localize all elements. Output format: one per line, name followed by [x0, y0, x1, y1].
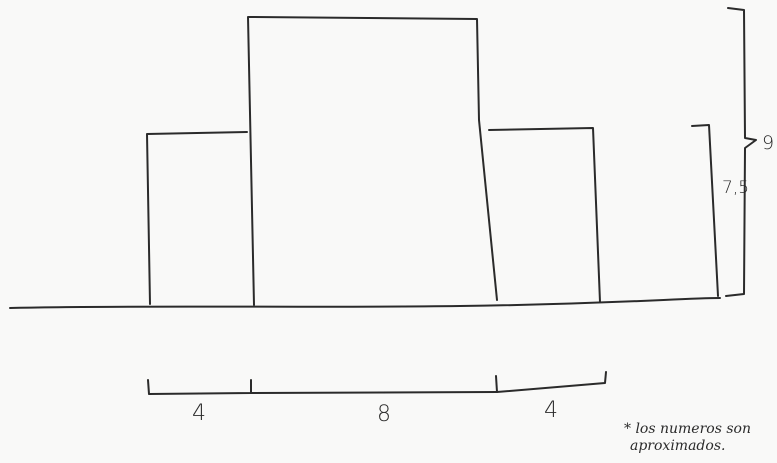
width-bracket-center: [250, 391, 498, 394]
approximation-note: * los numeros son aproximados.: [624, 421, 751, 455]
right-block: [488, 127, 601, 303]
baseline: [9, 297, 721, 309]
center-width-label: 8: [377, 402, 391, 427]
tall-height-label: 9: [762, 132, 775, 154]
width-bracket-left: [147, 379, 252, 395]
tall-height-bracket: [725, 7, 757, 297]
left-width-label: 4: [192, 401, 206, 426]
short-height-label: 7,5: [722, 178, 750, 198]
note-line-1: * los numeros son: [624, 421, 751, 437]
left-block: [146, 131, 248, 305]
short-height-bracket: [691, 124, 719, 297]
right-width-label: 4: [544, 398, 558, 423]
center-block: [247, 16, 498, 306]
note-line-2: aproximados.: [630, 438, 726, 454]
width-bracket-right: [495, 371, 607, 393]
